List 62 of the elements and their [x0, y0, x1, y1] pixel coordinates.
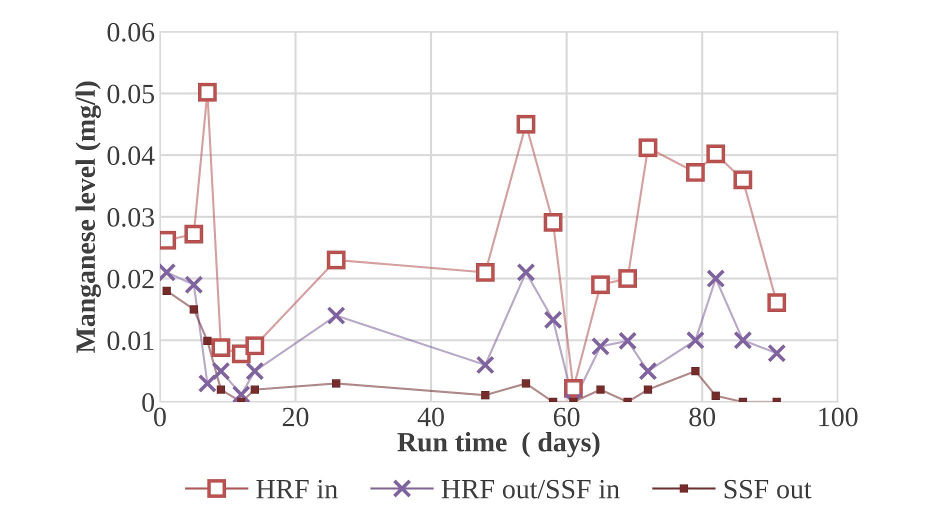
- point: [162, 286, 171, 296]
- point: [591, 337, 610, 356]
- point: [686, 330, 705, 350]
- point: [644, 385, 652, 394]
- point: [522, 379, 530, 388]
- y-tick-label: 0.02: [108, 270, 154, 289]
- point: [198, 82, 217, 102]
- legend-label: HRF in: [256, 480, 338, 498]
- point: [212, 338, 230, 358]
- point: [767, 293, 786, 312]
- point: [481, 391, 490, 400]
- y-axis-title: Manganese level (mg/l): [76, 82, 101, 353]
- x-tick-label: 0: [154, 408, 166, 426]
- point: [686, 163, 705, 182]
- point: [198, 374, 217, 393]
- point: [476, 263, 495, 282]
- legend-label: HRF out/SSF in: [442, 480, 620, 499]
- x-tick-label: 80: [689, 408, 716, 426]
- y-tick-label: 0: [142, 393, 154, 412]
- point: [638, 362, 658, 380]
- point: [332, 379, 340, 388]
- legend-label: SSF out: [724, 480, 812, 499]
- point: [516, 263, 536, 282]
- point: [591, 275, 610, 294]
- point: [638, 138, 658, 158]
- x-tick-label: 40: [418, 408, 444, 426]
- x-axis-title: Run time ( days): [397, 432, 600, 458]
- point: [564, 379, 583, 398]
- point: [712, 392, 720, 400]
- point: [733, 330, 752, 350]
- point: [326, 306, 346, 325]
- point: [544, 310, 562, 330]
- point: [245, 336, 264, 356]
- point: [516, 114, 536, 134]
- point: [190, 305, 198, 314]
- point: [618, 269, 638, 288]
- point: [245, 362, 264, 380]
- point: [596, 385, 605, 394]
- point: [203, 336, 212, 346]
- x-tick-label: 100: [819, 408, 858, 426]
- y-tick-label: 0.03: [108, 208, 154, 227]
- point: [733, 170, 752, 190]
- point: [691, 366, 700, 376]
- point: [476, 356, 495, 374]
- point: [212, 362, 230, 380]
- x-tick-label: 60: [554, 408, 580, 426]
- y-tick-label: 0.05: [108, 84, 154, 104]
- point: [184, 224, 204, 244]
- y-tick-label: 0.06: [108, 22, 154, 42]
- point: [767, 344, 786, 363]
- point: [706, 144, 726, 164]
- point: [250, 385, 259, 394]
- x-tick-label: 20: [282, 408, 308, 426]
- point: [216, 385, 226, 394]
- point: [184, 275, 204, 294]
- y-tick-label: 0.01: [108, 331, 154, 350]
- point: [232, 385, 251, 402]
- point: [326, 250, 346, 270]
- y-tick-label: 0.04: [108, 146, 155, 166]
- point: [706, 269, 726, 288]
- point: [544, 213, 562, 232]
- point: [618, 331, 638, 350]
